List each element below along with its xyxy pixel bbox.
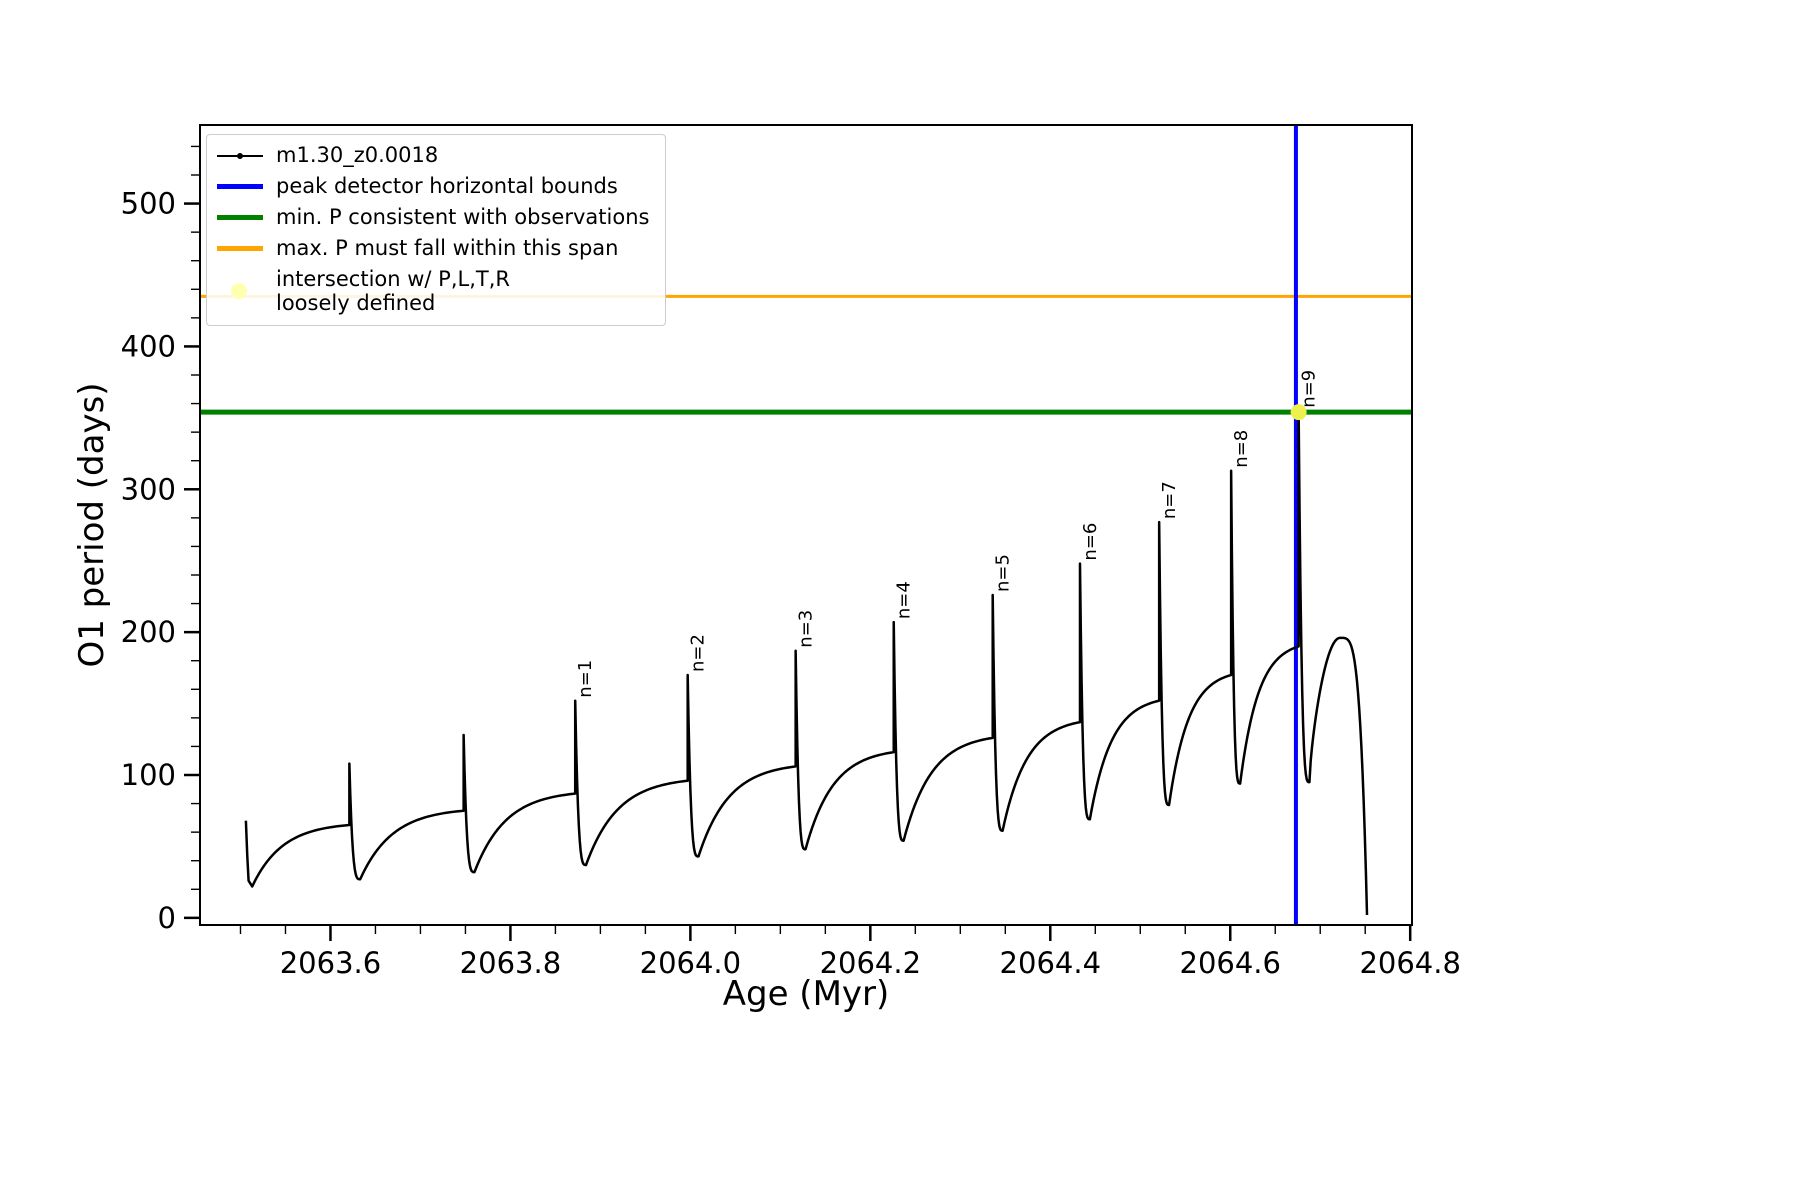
x-tick-label: 2063.6 — [280, 946, 381, 980]
legend-entry-min-p: min. P consistent with observations — [217, 205, 649, 230]
legend-entry-intersection: intersection w/ P,L,T,R loosely defined — [217, 267, 649, 315]
y-tick-label: 500 — [121, 187, 176, 221]
y-tick-label: 200 — [121, 615, 176, 649]
legend-label: max. P must fall within this span — [276, 236, 619, 261]
legend-label-line2: loosely defined — [276, 291, 436, 316]
legend-label: intersection w/ P,L,T,R loosely defined — [276, 267, 510, 315]
axes-spines — [199, 124, 1413, 926]
max-p-line-swatch — [217, 239, 263, 259]
peak-label: n=7 — [1159, 481, 1180, 519]
legend-entry-max-p: max. P must fall within this span — [217, 236, 649, 261]
peak-label: n=1 — [575, 660, 596, 698]
peak-label: n=3 — [796, 610, 817, 648]
peak-bounds-line-swatch — [217, 177, 263, 197]
legend-label-line1: intersection w/ P,L,T,R — [276, 267, 510, 291]
x-tick-label: 2064.0 — [640, 946, 741, 980]
legend: m1.30_z0.0018 peak detector horizontal b… — [206, 134, 667, 327]
x-axis-label: Age (Myr) — [722, 974, 890, 1014]
legend-entry-peak-bounds: peak detector horizontal bounds — [217, 174, 649, 199]
peak-label: n=5 — [993, 554, 1014, 592]
x-tick-label: 2064.8 — [1359, 946, 1460, 980]
x-tick-label: 2064.2 — [820, 946, 921, 980]
legend-label: min. P consistent with observations — [276, 205, 650, 230]
y-tick-label: 400 — [121, 329, 176, 363]
legend-label: peak detector horizontal bounds — [276, 174, 618, 199]
x-tick-label: 2064.4 — [1000, 946, 1101, 980]
y-tick-label: 300 — [121, 472, 176, 506]
x-tick-label: 2063.8 — [460, 946, 561, 980]
peak-label: n=8 — [1231, 430, 1252, 468]
legend-entry-series: m1.30_z0.0018 — [217, 143, 649, 168]
peak-label: n=9 — [1299, 370, 1320, 408]
peak-label: n=4 — [894, 581, 915, 619]
y-tick-label: 100 — [121, 758, 176, 792]
x-tick-label: 2064.6 — [1180, 946, 1281, 980]
min-p-line-swatch — [217, 208, 263, 228]
intersection-dot-swatch — [217, 281, 263, 301]
y-axis-label: O1 period (days) — [72, 382, 112, 668]
peak-label: n=2 — [688, 634, 709, 672]
intersection-point — [1290, 404, 1307, 421]
series-line-swatch — [217, 146, 263, 166]
peak-label: n=6 — [1080, 523, 1101, 561]
series-path — [244, 409, 1369, 916]
legend-label: m1.30_z0.0018 — [276, 143, 439, 168]
y-tick-label: 0 — [158, 901, 176, 935]
